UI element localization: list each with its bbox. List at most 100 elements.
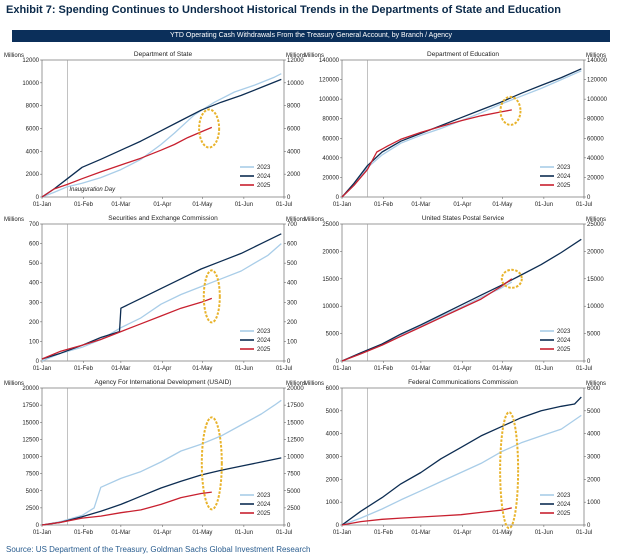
y-tick-label-left: 400: [29, 281, 40, 287]
x-tick-label: 01-Feb: [374, 202, 394, 208]
x-tick-label: 01-May: [192, 202, 212, 208]
series-line-2025: [341, 278, 513, 362]
x-tick-label: 01-Apr: [453, 530, 471, 536]
y-unit-right: Millions: [586, 217, 606, 223]
series-line-2024: [341, 238, 582, 362]
x-tick-label: 01-Jul: [576, 366, 592, 372]
y-tick-label-left: 2000: [326, 477, 340, 483]
y-tick-label-right: 200: [287, 320, 298, 326]
y-unit-left: Millions: [4, 381, 24, 387]
highlight-ellipse: [200, 416, 223, 511]
panel-title: Department of Education: [427, 51, 499, 58]
y-tick-label-left: 12500: [22, 437, 39, 443]
y-tick-label-left: 60000: [322, 136, 339, 142]
x-tick-label: 01-Jun: [535, 202, 553, 208]
y-tick-label-left: 200: [29, 320, 40, 326]
y-tick-label-right: 20000: [587, 249, 604, 255]
y-tick-label-left: 300: [29, 300, 40, 306]
x-tick-label: 01-Jan: [33, 530, 51, 536]
x-tick-label: 01-May: [492, 530, 512, 536]
y-tick-label-left: 4000: [326, 432, 340, 438]
y-tick-label-left: 20000: [322, 249, 339, 255]
x-tick-label: 01-Apr: [453, 202, 471, 208]
x-tick-label: 01-Feb: [374, 530, 394, 536]
y-tick-label-right: 12500: [287, 437, 304, 443]
y-tick-label-left: 0: [36, 523, 40, 529]
y-tick-label-right: 12000: [287, 58, 304, 64]
series-line-2023: [341, 414, 582, 526]
x-tick-label: 01-Jan: [333, 530, 351, 536]
x-tick-label: 01-Jun: [535, 530, 553, 536]
y-tick-label-right: 700: [287, 222, 298, 228]
y-unit-left: Millions: [304, 53, 324, 59]
y-tick-label-right: 400: [287, 281, 298, 287]
y-tick-label-right: 25000: [587, 222, 604, 228]
y-tick-label-right: 0: [287, 523, 291, 529]
x-tick-label: 01-Mar: [111, 202, 130, 208]
y-tick-label-left: 1000: [326, 500, 340, 506]
y-tick-label-right: 15000: [287, 420, 304, 426]
legend-label-2023: 2023: [557, 329, 571, 335]
y-unit-left: Millions: [4, 53, 24, 59]
legend-label-2025: 2025: [257, 183, 271, 189]
y-tick-label-right: 10000: [587, 304, 604, 310]
x-tick-label: 01-Mar: [111, 530, 130, 536]
y-unit-left: Millions: [4, 217, 24, 223]
series-line-2025: [341, 507, 512, 526]
panel-3: Securities and Exchange Commission Millio…: [4, 215, 306, 372]
x-tick-label: 01-Feb: [374, 366, 394, 372]
x-tick-label: 01-Jun: [235, 530, 253, 536]
panel-title: United States Postal Service: [422, 215, 505, 222]
y-tick-label-left: 7500: [26, 472, 40, 478]
y-tick-label-left: 25000: [322, 222, 339, 228]
legend-label-2025: 2025: [557, 183, 571, 189]
highlight-ellipse: [198, 108, 221, 149]
y-tick-label-right: 17500: [287, 403, 304, 409]
legend-label-2024: 2024: [257, 338, 271, 344]
x-tick-label: 01-Mar: [111, 366, 130, 372]
y-tick-label-left: 0: [336, 523, 340, 529]
plot-frame: [341, 223, 585, 362]
y-tick-label-left: 2500: [26, 506, 40, 512]
legend-label-2025: 2025: [557, 347, 571, 353]
y-tick-label-right: 5000: [287, 489, 301, 495]
y-tick-label-left: 4000: [26, 149, 40, 155]
panel-title: Federal Communications Commission: [408, 379, 518, 386]
y-tick-label-left: 600: [29, 242, 40, 248]
y-tick-label-left: 10000: [22, 81, 39, 87]
y-tick-label-left: 20000: [322, 175, 339, 181]
inauguration-day-label: Inauguration Day: [69, 187, 116, 193]
y-tick-label-right: 10000: [287, 455, 304, 461]
y-tick-label-left: 10000: [22, 455, 39, 461]
y-tick-label-right: 10000: [287, 81, 304, 87]
y-tick-label-right: 0: [587, 523, 591, 529]
panel-title: Department of State: [134, 51, 193, 58]
legend-label-2025: 2025: [257, 511, 271, 517]
y-tick-label-left: 20000: [22, 386, 39, 392]
panel-5: Agency For International Development (US…: [4, 379, 306, 536]
x-tick-label: 01-Apr: [153, 530, 171, 536]
exhibit-title: Exhibit 7: Spending Continues to Undersh…: [6, 4, 561, 16]
y-tick-label-left: 6000: [26, 127, 40, 133]
highlight-ellipse: [500, 268, 523, 289]
y-tick-label-left: 5000: [326, 332, 340, 338]
y-tick-label-right: 20000: [587, 175, 604, 181]
y-unit-left: Millions: [304, 217, 324, 223]
y-tick-label-right: 5000: [587, 409, 601, 415]
legend-label-2024: 2024: [557, 502, 571, 508]
y-tick-label-left: 0: [336, 359, 340, 365]
panel-title: Agency For International Development (US…: [95, 379, 232, 386]
series-line-2023: [41, 399, 282, 526]
x-tick-label: 01-Jun: [235, 202, 253, 208]
y-tick-label-right: 1000: [587, 500, 601, 506]
y-tick-label-left: 0: [36, 195, 40, 201]
y-unit-right: Millions: [286, 53, 306, 59]
legend-label-2023: 2023: [557, 165, 571, 171]
y-tick-label-right: 0: [287, 359, 291, 365]
y-tick-label-right: 8000: [287, 104, 301, 110]
legend-label-2024: 2024: [257, 174, 271, 180]
y-tick-label-left: 0: [36, 359, 40, 365]
x-tick-label: 01-May: [492, 366, 512, 372]
y-tick-label-right: 5000: [587, 332, 601, 338]
y-tick-label-right: 15000: [587, 277, 604, 283]
